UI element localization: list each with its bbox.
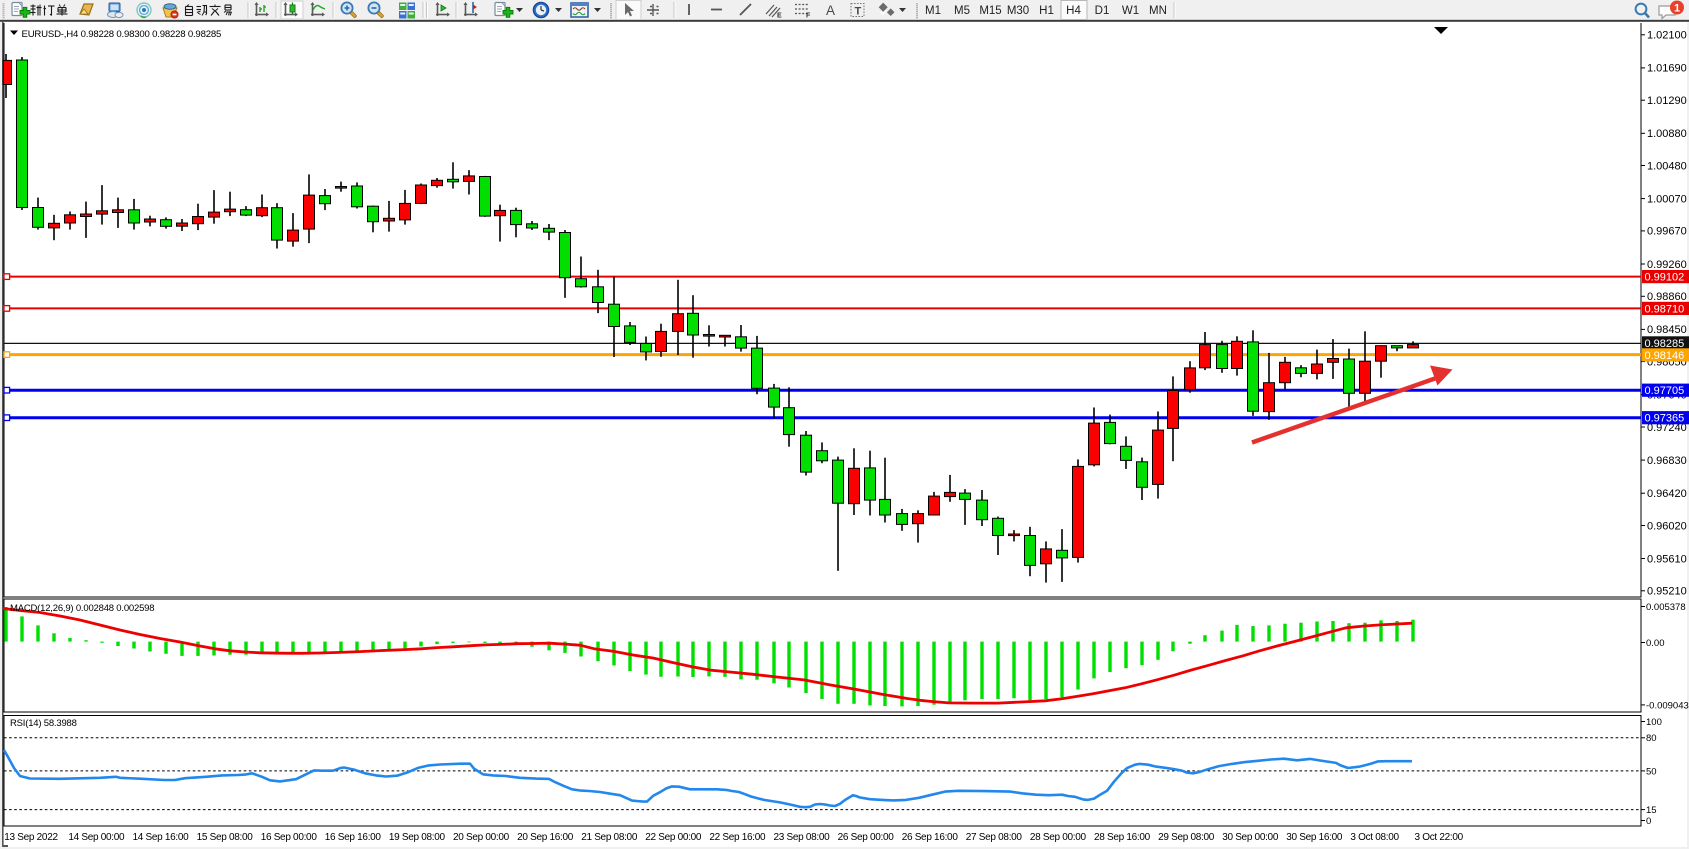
svg-text:M1: M1	[925, 5, 941, 17]
svg-text:0.95610: 0.95610	[1647, 553, 1687, 565]
svg-text:29 Sep 08:00: 29 Sep 08:00	[1158, 832, 1215, 843]
svg-text:1.00070: 1.00070	[1647, 193, 1687, 205]
svg-text:MN: MN	[1149, 5, 1167, 17]
svg-text:22 Sep 00:00: 22 Sep 00:00	[645, 832, 702, 843]
svg-text:M30: M30	[1007, 5, 1029, 17]
svg-text:80: 80	[1646, 733, 1657, 744]
svg-text:0: 0	[1646, 816, 1651, 827]
svg-text:23 Sep 08:00: 23 Sep 08:00	[774, 832, 831, 843]
svg-text:1: 1	[1674, 3, 1680, 15]
svg-text:0.98146: 0.98146	[1645, 350, 1685, 362]
svg-text:13 Sep 2022: 13 Sep 2022	[4, 832, 58, 843]
svg-text:26 Sep 16:00: 26 Sep 16:00	[902, 832, 959, 843]
svg-text:28 Sep 00:00: 28 Sep 00:00	[1030, 832, 1087, 843]
svg-text:15: 15	[1646, 805, 1657, 816]
svg-text:1.01290: 1.01290	[1647, 95, 1687, 107]
svg-text:H4: H4	[1066, 5, 1081, 17]
svg-text:28 Sep 16:00: 28 Sep 16:00	[1094, 832, 1151, 843]
svg-text:100: 100	[1646, 717, 1662, 728]
svg-text:3 Oct 08:00: 3 Oct 08:00	[1350, 832, 1399, 843]
svg-text:H1: H1	[1039, 5, 1054, 17]
svg-text:0.97365: 0.97365	[1645, 413, 1685, 425]
svg-text:0.97705: 0.97705	[1645, 385, 1685, 397]
svg-text:3 Oct 22:00: 3 Oct 22:00	[1415, 832, 1464, 843]
svg-text:50: 50	[1646, 766, 1657, 777]
svg-text:MACD(12,26,9) 0.002848 0.00259: MACD(12,26,9) 0.002848 0.002598	[10, 603, 154, 614]
svg-text:0.99102: 0.99102	[1645, 272, 1685, 284]
svg-text:26 Sep 00:00: 26 Sep 00:00	[838, 832, 895, 843]
svg-text:0.96420: 0.96420	[1647, 488, 1687, 500]
svg-text:0.99670: 0.99670	[1647, 226, 1687, 238]
svg-text:EURUSD-,H4 0.98228 0.98300 0.: EURUSD-,H4 0.98228 0.98300 0.98228 0.982…	[22, 29, 222, 40]
svg-text:16 Sep 00:00: 16 Sep 00:00	[261, 832, 318, 843]
svg-text:0.99260: 0.99260	[1647, 259, 1687, 271]
svg-text:D1: D1	[1095, 5, 1110, 17]
svg-text:0.005378: 0.005378	[1646, 602, 1686, 613]
svg-text:W1: W1	[1122, 5, 1139, 17]
svg-text:F: F	[806, 13, 811, 20]
svg-text:14 Sep 00:00: 14 Sep 00:00	[68, 832, 125, 843]
svg-text:30 Sep 00:00: 30 Sep 00:00	[1222, 832, 1279, 843]
svg-text:0.00: 0.00	[1646, 638, 1665, 649]
svg-text:1.00480: 1.00480	[1647, 160, 1687, 172]
svg-text:21 Sep 08:00: 21 Sep 08:00	[581, 832, 638, 843]
svg-text:0.97240: 0.97240	[1647, 422, 1687, 434]
svg-text:15 Sep 08:00: 15 Sep 08:00	[197, 832, 254, 843]
svg-text:14 Sep 16:00: 14 Sep 16:00	[133, 832, 190, 843]
svg-text:M15: M15	[979, 5, 1001, 17]
svg-text:A: A	[826, 3, 835, 18]
svg-text:0.95210: 0.95210	[1647, 586, 1687, 598]
svg-text:1.00880: 1.00880	[1647, 128, 1687, 140]
svg-text:0.98285: 0.98285	[1645, 338, 1685, 350]
svg-text:E: E	[777, 13, 782, 20]
svg-text:1.02100: 1.02100	[1647, 30, 1687, 42]
svg-text:20 Sep 00:00: 20 Sep 00:00	[453, 832, 510, 843]
svg-text:-0.009043: -0.009043	[1646, 700, 1689, 711]
svg-text:20 Sep 16:00: 20 Sep 16:00	[517, 832, 574, 843]
svg-text:T: T	[855, 6, 862, 18]
svg-text:0.98710: 0.98710	[1645, 303, 1685, 315]
svg-text:16 Sep 16:00: 16 Sep 16:00	[325, 832, 382, 843]
svg-text:0.96830: 0.96830	[1647, 455, 1687, 467]
svg-text:0.98860: 0.98860	[1647, 291, 1687, 303]
svg-text:30 Sep 16:00: 30 Sep 16:00	[1286, 832, 1343, 843]
svg-text:27 Sep 08:00: 27 Sep 08:00	[966, 832, 1023, 843]
svg-text:0.98450: 0.98450	[1647, 324, 1687, 336]
svg-text:1.01690: 1.01690	[1647, 63, 1687, 75]
svg-text:0.96020: 0.96020	[1647, 520, 1687, 532]
svg-text:M5: M5	[954, 5, 970, 17]
svg-text:19 Sep 08:00: 19 Sep 08:00	[389, 832, 446, 843]
svg-text:RSI(14) 58.3988: RSI(14) 58.3988	[10, 718, 77, 729]
svg-text:22 Sep 16:00: 22 Sep 16:00	[709, 832, 766, 843]
